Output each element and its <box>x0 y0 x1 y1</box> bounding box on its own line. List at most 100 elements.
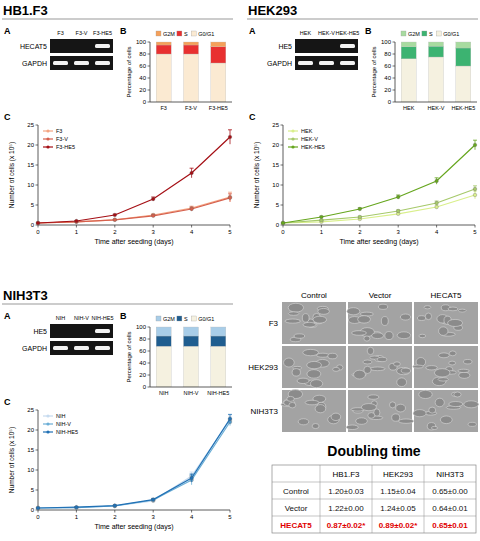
y-tick <box>36 450 39 451</box>
cell-shape <box>458 369 469 372</box>
cell-shape <box>289 402 296 407</box>
y-label: Percentage of cells <box>126 331 132 382</box>
cell-shape <box>435 398 444 407</box>
legend-label: G0/G1 <box>443 31 459 37</box>
x-tick-label: 2 <box>358 229 362 235</box>
x-tick-label: 5 <box>228 229 232 235</box>
cell-shape <box>417 316 425 321</box>
x-tick <box>114 225 115 228</box>
micrograph <box>282 346 346 388</box>
bar-segment <box>183 45 198 54</box>
cell-shape <box>331 413 341 420</box>
x-tick <box>114 510 115 513</box>
section-title: HEK293 <box>248 3 297 18</box>
cell-shape <box>284 358 295 367</box>
point <box>435 179 439 183</box>
y-tick <box>148 78 151 79</box>
x-tick <box>359 225 360 228</box>
table-cell: 1.20±0.03 <box>328 487 364 496</box>
cell-shape <box>438 378 448 382</box>
table-cell: 0.89±0.02* <box>379 521 419 530</box>
band <box>340 61 355 65</box>
point <box>113 504 117 508</box>
band <box>95 61 110 65</box>
error-cap <box>435 177 439 178</box>
row-label: HEK293 <box>248 363 278 372</box>
table-rule <box>372 465 373 533</box>
cell-shape <box>364 336 370 341</box>
x-tick-label: 4 <box>190 514 194 520</box>
point <box>473 193 477 197</box>
y-tick-label: 80 <box>384 51 391 57</box>
cell-shape <box>307 370 321 378</box>
bar-segment <box>428 46 443 57</box>
cell-shape <box>389 402 395 408</box>
cell-shape <box>398 419 413 423</box>
point <box>151 498 155 502</box>
cell-shape <box>305 400 319 405</box>
point <box>151 213 155 217</box>
y-tick <box>393 54 396 55</box>
panel-letter: B <box>120 26 127 36</box>
micrograph <box>414 302 478 344</box>
x-tick-label: 0 <box>36 514 40 520</box>
cell-shape <box>429 407 436 413</box>
y-axis <box>395 42 396 102</box>
lane-label: HEK-HE5 <box>336 30 360 36</box>
point <box>113 504 117 508</box>
x-label: Time after seeding (days) <box>94 523 173 531</box>
y-tick-label: 20 <box>139 87 146 93</box>
x-label: Time after seeding (days) <box>94 238 173 246</box>
point <box>396 209 400 213</box>
x-tick-label: 2 <box>113 514 117 520</box>
bars <box>156 42 226 102</box>
point <box>36 221 40 225</box>
legend-label: F3-V <box>56 136 68 142</box>
x-tick <box>153 510 154 513</box>
row-label: GAPDH <box>267 60 292 67</box>
legend-swatch <box>191 316 196 321</box>
table-rule <box>424 465 425 533</box>
x-tick-label: F3 <box>160 105 166 111</box>
cell-shape <box>360 312 373 316</box>
y-tick-label: 15 <box>27 447 34 453</box>
cell-shape <box>303 349 319 355</box>
cell-shape <box>318 308 330 314</box>
table-header: HB1.F3 <box>332 470 360 479</box>
y-tick-label: 10 <box>272 182 279 188</box>
point <box>36 506 40 510</box>
cell-shape <box>288 312 299 316</box>
y-tick <box>393 78 396 79</box>
row-label: F3 <box>269 319 279 328</box>
point <box>75 220 79 224</box>
x-tick-label: HEK-HE5 <box>451 105 475 111</box>
cell-shape <box>440 416 452 424</box>
lane-label: F3-V <box>76 30 88 36</box>
cell-shape <box>333 367 340 371</box>
bar-segment <box>211 42 226 47</box>
x-tick-label: HEK <box>403 105 415 111</box>
cell-shape <box>438 353 449 358</box>
gel-row <box>50 39 113 53</box>
table-header: HEK293 <box>383 470 413 479</box>
point <box>281 221 285 225</box>
legend-label: F3-HE5 <box>56 144 75 150</box>
x-tick-label: HEK-V <box>428 105 445 111</box>
band <box>74 346 89 350</box>
point <box>113 218 117 222</box>
y-tick-label: 0 <box>31 507 35 513</box>
point <box>75 506 79 510</box>
legend-label: G0/G1 <box>198 31 214 37</box>
section-title: HB1.F3 <box>3 3 48 18</box>
panel-letter: A <box>4 311 11 321</box>
legend-label: F3 <box>56 128 62 134</box>
legend-swatch <box>436 31 441 36</box>
x-tick-label: 3 <box>152 229 156 235</box>
y-label: Number of cells (x 10⁵) <box>253 142 261 208</box>
cell-shape <box>397 367 411 374</box>
y-tick-label: 25 <box>27 122 34 128</box>
point <box>190 206 194 210</box>
row-label: NIH3T3 <box>250 407 278 416</box>
band <box>53 61 68 65</box>
y-tick-label: 100 <box>381 39 392 45</box>
